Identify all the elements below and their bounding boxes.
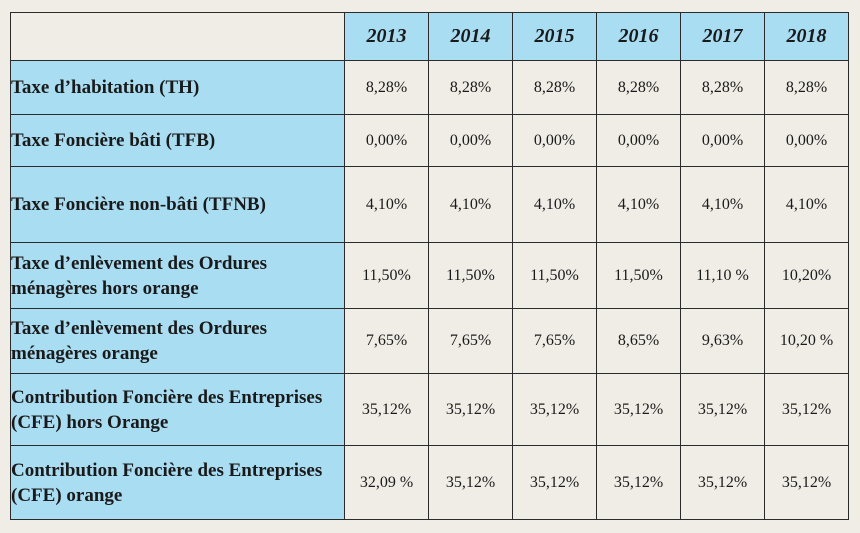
rate-cell: 35,12% [596,373,681,446]
year-header-2017: 2017 [680,12,765,61]
row-label: Contribution Foncière des Entreprises (C… [10,373,345,446]
rate-cell: 0,00% [764,114,849,167]
year-header-2015: 2015 [512,12,597,61]
rate-cell: 8,28% [764,60,849,115]
tax-rates-table: 2013 2014 2015 2016 2017 2018 Taxe d’hab… [10,12,849,520]
rate-cell: 4,10% [428,166,513,243]
rate-cell: 35,12% [428,445,513,520]
rate-cell: 11,50% [344,242,429,309]
row-label: Taxe d’enlèvement des Ordures ménagères … [10,242,345,309]
rate-cell: 4,10% [512,166,597,243]
year-header-2013: 2013 [344,12,429,61]
table-row: Contribution Foncière des Entreprises (C… [10,445,849,520]
rate-cell: 4,10% [764,166,849,243]
row-label: Taxe Foncière bâti (TFB) [10,114,345,167]
rate-cell: 35,12% [680,445,765,520]
table-row: Taxe d’enlèvement des Ordures ménagères … [10,308,849,374]
row-label: Taxe d’enlèvement des Ordures ménagères … [10,308,345,374]
row-label: Taxe Foncière non-bâti (TFNB) [10,166,345,243]
rate-cell: 4,10% [680,166,765,243]
rate-cell: 11,50% [512,242,597,309]
rate-cell: 8,28% [512,60,597,115]
year-header-2014: 2014 [428,12,513,61]
row-label: Contribution Foncière des Entreprises (C… [10,445,345,520]
rate-cell: 4,10% [596,166,681,243]
rate-cell: 11,10 % [680,242,765,309]
table-row: Taxe Foncière non-bâti (TFNB) 4,10% 4,10… [10,166,849,243]
rate-cell: 0,00% [428,114,513,167]
table-row: Taxe d’habitation (TH) 8,28% 8,28% 8,28%… [10,60,849,115]
rate-cell: 7,65% [428,308,513,374]
table-row: Taxe d’enlèvement des Ordures ménagères … [10,242,849,309]
rate-cell: 8,28% [680,60,765,115]
rate-cell: 35,12% [344,373,429,446]
rate-cell: 35,12% [596,445,681,520]
rate-cell: 8,65% [596,308,681,374]
rate-cell: 35,12% [680,373,765,446]
rate-cell: 35,12% [428,373,513,446]
rate-cell: 35,12% [764,373,849,446]
rate-cell: 4,10% [344,166,429,243]
rate-cell: 35,12% [512,373,597,446]
rate-cell: 11,50% [428,242,513,309]
rate-cell: 0,00% [680,114,765,167]
table-row: Taxe Foncière bâti (TFB) 0,00% 0,00% 0,0… [10,114,849,167]
year-header-2016: 2016 [596,12,681,61]
rate-cell: 0,00% [596,114,681,167]
rate-cell: 7,65% [344,308,429,374]
rate-cell: 0,00% [344,114,429,167]
table-row: Contribution Foncière des Entreprises (C… [10,373,849,446]
rate-cell: 10,20% [764,242,849,309]
rate-cell: 8,28% [344,60,429,115]
rate-cell: 35,12% [512,445,597,520]
header-row: 2013 2014 2015 2016 2017 2018 [10,12,849,61]
rate-cell: 0,00% [512,114,597,167]
rate-cell: 8,28% [428,60,513,115]
header-corner-cell [10,12,345,61]
row-label: Taxe d’habitation (TH) [10,60,345,115]
rate-cell: 10,20 % [764,308,849,374]
rate-cell: 35,12% [764,445,849,520]
rate-cell: 8,28% [596,60,681,115]
rate-cell: 11,50% [596,242,681,309]
rate-cell: 9,63% [680,308,765,374]
rate-cell: 7,65% [512,308,597,374]
rate-cell: 32,09 % [344,445,429,520]
year-header-2018: 2018 [764,12,849,61]
